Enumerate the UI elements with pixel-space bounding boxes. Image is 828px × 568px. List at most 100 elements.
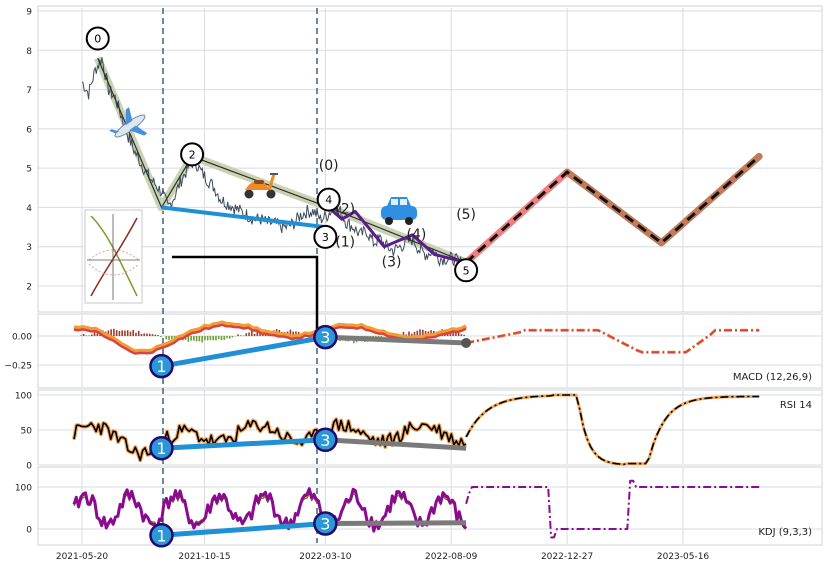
car-icon xyxy=(381,197,417,225)
macd-histogram-bar xyxy=(88,335,90,336)
macd-histogram-bar xyxy=(126,330,129,336)
x-tick-label: 2021-10-15 xyxy=(178,552,230,562)
kdj-j-line xyxy=(72,487,468,533)
macd-histogram-bar xyxy=(165,336,168,340)
price-y-tick-label: 2 xyxy=(26,283,32,293)
macd-histogram-bar xyxy=(204,336,206,341)
macd-histogram-bar xyxy=(157,335,159,336)
price-y-tick-label: 6 xyxy=(26,125,32,135)
x-tick-label: 2021-05-20 xyxy=(56,552,109,562)
kdj-series xyxy=(72,479,760,539)
indicator-marker-label: 3 xyxy=(320,515,330,534)
price-y-tick-label: 9 xyxy=(26,8,32,18)
macd-histogram-bar xyxy=(110,329,112,336)
kdj-gray-trend xyxy=(325,520,467,527)
indicator-marker xyxy=(313,427,338,453)
macd-histogram-bar xyxy=(140,333,143,336)
macd-histogram-bar xyxy=(113,328,115,336)
macd-histogram-bar xyxy=(220,336,223,341)
sub-wave-label: (4) xyxy=(407,227,427,243)
macd-histogram-bar xyxy=(217,336,220,340)
macd-y-tick-label: −0.25 xyxy=(4,362,32,372)
macd-histogram-bar xyxy=(413,331,416,336)
rsi-trend-line xyxy=(161,437,326,451)
macd-histogram-bar xyxy=(137,330,140,336)
macd-histogram-bar xyxy=(148,333,151,336)
macd-histogram-bar xyxy=(93,332,96,336)
price-y-tick-label: 3 xyxy=(26,243,32,253)
macd-histogram-bar xyxy=(193,336,195,341)
macd-histogram-bar xyxy=(460,334,463,336)
macd-panel-frame xyxy=(37,313,823,389)
x-tick-label: 2022-12-27 xyxy=(541,552,593,562)
macd-histogram-bar xyxy=(295,331,297,336)
macd-histogram-bar xyxy=(248,332,250,336)
sub-wave-label: (1) xyxy=(335,235,355,251)
kdj-y-tick-label: 0 xyxy=(26,526,32,536)
rsi-line xyxy=(73,418,467,462)
sub-wave-label: (2) xyxy=(335,201,355,217)
macd-histogram-bar xyxy=(209,336,212,340)
projection-dashed xyxy=(465,155,761,264)
price-y-tick-label: 8 xyxy=(26,47,32,57)
macd-histogram-bar xyxy=(91,334,93,336)
macd-histogram-bar xyxy=(187,336,190,342)
price-panel-frame xyxy=(37,5,823,313)
x-tick-label: 2022-03-10 xyxy=(299,552,352,562)
macd-histogram-bar xyxy=(151,334,154,336)
wave-label-circle xyxy=(313,224,338,249)
rsi-label: RSI 14 xyxy=(780,400,812,411)
macd-histogram-bar xyxy=(289,329,292,336)
wave-label: 0 xyxy=(94,33,101,46)
macd-histogram-bar xyxy=(121,330,123,336)
macd-histogram-bar xyxy=(146,333,148,336)
macd-histogram-bar xyxy=(206,336,209,341)
macd-histogram-bar xyxy=(107,330,110,336)
macd-signal-line xyxy=(73,320,468,354)
indicator-marker xyxy=(149,353,174,379)
macd-histogram-bar xyxy=(154,334,157,336)
wave-label-circle xyxy=(454,258,479,283)
axis-ticks: 2021-05-20 2021-10-15 2022-03-10 2022-08-09… xyxy=(4,8,709,563)
airplane-icon xyxy=(109,107,148,138)
indicator-marker xyxy=(313,324,338,350)
indicator-marker-label: 3 xyxy=(320,328,330,347)
sub-wave-label: (5) xyxy=(456,207,476,223)
macd-histogram-bar xyxy=(245,333,248,336)
macd-histogram-bar xyxy=(115,330,118,336)
kdj-y-tick-label: 100 xyxy=(15,484,32,494)
macd-y-tick-label: 0.00 xyxy=(12,333,32,343)
macd-histogram-bar xyxy=(226,336,228,339)
macd-projection xyxy=(465,329,760,354)
macd-histogram-bar xyxy=(168,336,170,340)
indicator-marker xyxy=(313,511,338,536)
indicator-marker xyxy=(149,523,174,548)
kdj-trend-line xyxy=(161,521,326,538)
macd-histogram-bar xyxy=(223,336,226,340)
macd-histogram-bar xyxy=(430,330,432,336)
kdj-label: KDJ (9,3,3) xyxy=(758,527,812,538)
rsi-gray-trend xyxy=(325,437,467,451)
macd-histogram-bar xyxy=(215,336,217,341)
sub-wave-label: (0) xyxy=(319,158,339,174)
macd-histogram-bar xyxy=(292,331,294,336)
x-tick-label: 2022-08-09 xyxy=(425,552,478,562)
macd-histogram-bar xyxy=(259,332,261,336)
price-y-tick-label: 7 xyxy=(26,86,32,96)
macd-histogram-bar xyxy=(132,329,135,336)
macd-histogram-bar xyxy=(452,331,454,336)
indicator-markers: 1 3 1 3 1 3 xyxy=(149,324,338,548)
indicator-marker xyxy=(149,435,174,461)
wave-labels: 0 2 3 4 5 (0) (1) (2) (3) (4) (5) xyxy=(85,26,479,283)
price-y-tick-label: 4 xyxy=(26,204,32,214)
wave-label: 5 xyxy=(463,264,470,277)
macd-histogram-bar xyxy=(118,330,121,336)
trend-line xyxy=(161,205,326,230)
wave-label: 4 xyxy=(325,194,332,207)
macd-histogram-bar xyxy=(228,336,231,339)
macd-histogram-bar xyxy=(237,334,239,336)
macd-trend-line xyxy=(161,334,326,369)
indicator-marker-label: 1 xyxy=(156,357,166,376)
price-y-tick-label: 5 xyxy=(26,165,32,175)
